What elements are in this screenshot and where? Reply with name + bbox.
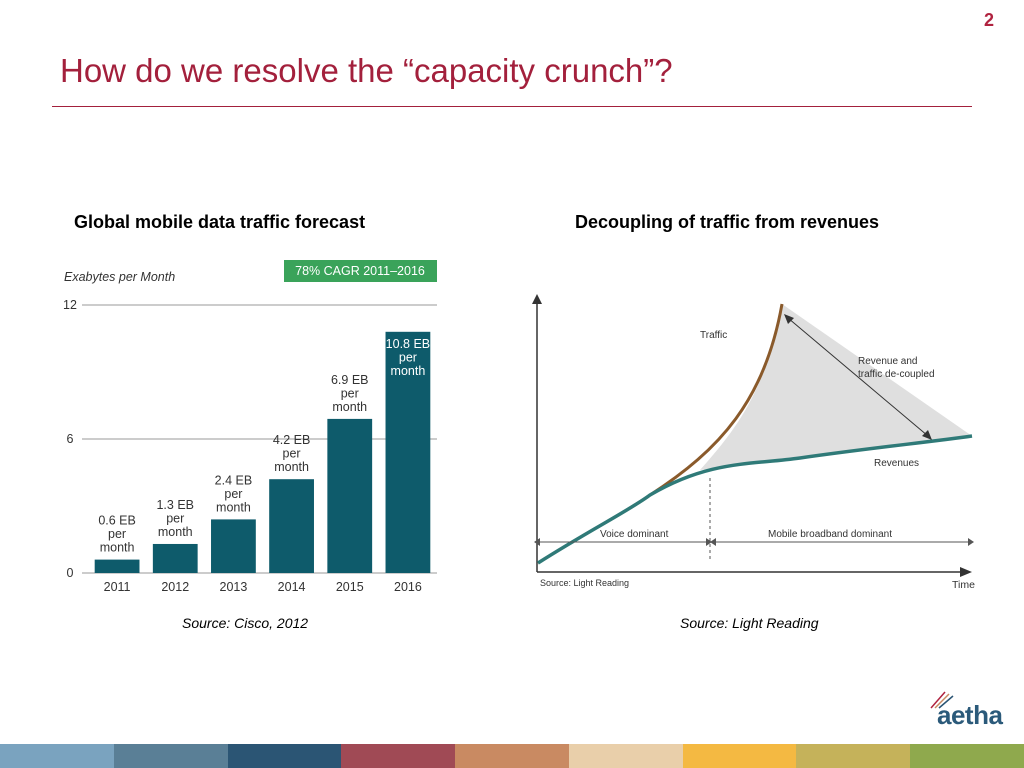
x-tick-2013: 2013 [220,580,248,594]
y-tick-0: 0 [67,566,74,580]
decoupling-arrow-head-bottom [922,430,932,440]
traffic-revenue-line-chart: Time Source: Light Reading Voice dominan… [532,294,975,591]
data-label-2014-2: month [274,460,309,474]
page-number: 2 [983,10,994,30]
footer-stripe-8 [796,744,911,768]
gridlines [82,304,437,574]
x-tick-2014: 2014 [278,580,306,594]
traffic-series-label: Traffic [700,330,727,341]
footer-stripe-7 [682,744,797,768]
data-label-2013-2: month [216,500,251,514]
left-chart-source: Source: Cisco, 2012 [182,615,309,631]
footer-stripe-4 [341,744,456,768]
title-divider [52,106,972,107]
footer-stripe-2 [113,744,228,768]
left-chart-heading: Global mobile data traffic forecast [74,212,366,232]
slide-title: How do we resolve the “capacity crunch”? [60,52,673,89]
y-axis-label: Exabytes per Month [64,270,175,284]
data-label-2016-2: month [391,364,426,378]
data-label-2011-1: per [108,527,126,541]
x-tick-labels: 2011 2012 2013 2014 2015 2016 [104,580,422,594]
decoupled-note-line-2: traffic de-coupled [858,369,935,380]
chart-source-note: Source: Light Reading [540,578,629,588]
logo-text: aetha [937,700,1003,730]
bar-2015 [327,418,373,573]
aetha-logo: aetha [925,688,1015,738]
data-label-2013-1: per [224,487,242,501]
y-axis-arrow [532,294,542,304]
data-label-2015-1: per [341,386,359,400]
x-tick-2016: 2016 [394,580,422,594]
mobile-traffic-bar-chart: Exabytes per Month 78% CAGR 2011–2016 0 6… [63,260,437,594]
bar-2011 [94,559,140,573]
data-label-2011-2: month [100,541,135,555]
cagr-badge [284,260,437,282]
right-chart-source: Source: Light Reading [680,615,819,631]
data-label-2013-0: 2.4 EB [215,473,253,487]
decoupling-arrow [787,317,929,437]
broadband-era-arrow-left [710,538,716,546]
footer-color-band [0,744,1024,768]
y-tick-labels: 0 6 12 [63,298,77,580]
decoupling-gap-area [700,304,972,470]
data-label-2016-0: 10.8 EB [386,337,430,351]
broadband-era-arrow-right [968,538,974,546]
data-label-2015-2: month [332,400,367,414]
footer-stripe-3 [227,744,342,768]
logo-mark-icon [930,691,954,709]
bar-2012 [152,543,198,573]
data-label-2016-1: per [399,350,417,364]
data-label-2011-0: 0.6 EB [98,514,136,528]
footer-stripe-6 [568,744,683,768]
x-tick-2011: 2011 [104,580,131,594]
x-axis-arrow [960,567,972,577]
bar-2014 [269,479,314,573]
voice-era-arrow-right [706,538,712,546]
bars [94,331,431,573]
footer-stripe-1 [0,744,114,768]
footer-stripe-5 [455,744,569,768]
y-tick-6: 6 [67,432,74,446]
x-tick-2015: 2015 [336,580,364,594]
data-label-2012-1: per [166,511,184,525]
x-axis-label: Time [952,579,975,591]
decoupling-arrow-head-top [784,314,794,324]
data-label-2012-2: month [158,525,193,539]
right-chart-heading: Decoupling of traffic from revenues [575,212,880,232]
data-label-2014-0: 4.2 EB [273,433,311,447]
x-tick-2012: 2012 [161,580,189,594]
data-label-2014-1: per [283,447,301,461]
bar-2016 [385,331,431,573]
broadband-dominant-label: Mobile broadband dominant [768,529,892,540]
y-tick-12: 12 [63,298,77,312]
footer-stripe-9 [910,744,1024,768]
revenues-series-label: Revenues [874,458,919,469]
decoupled-note-line-1: Revenue and [858,356,918,367]
cagr-badge-label: 78% CAGR 2011–2016 [295,264,425,278]
data-label-2015-0: 6.9 EB [331,373,369,387]
revenues-series-line [537,434,973,565]
data-label-2012-0: 1.3 EB [156,498,194,512]
bar-2013 [211,519,256,573]
voice-era-arrow-left [534,538,540,546]
voice-dominant-label: Voice dominant [600,529,669,540]
